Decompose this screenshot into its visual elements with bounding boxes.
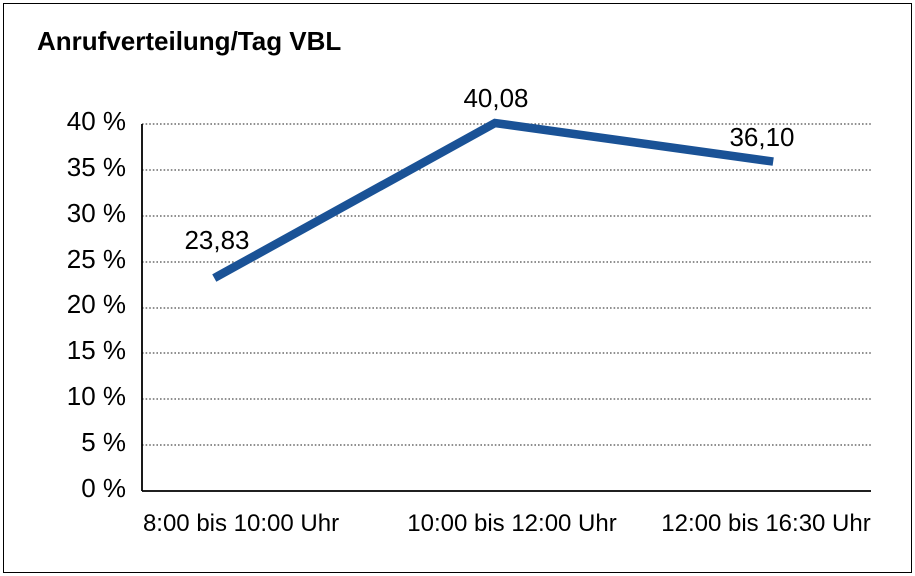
svg-text:20 %: 20 % [67,289,126,319]
svg-text:23,83: 23,83 [184,225,249,255]
svg-text:30 %: 30 % [67,198,126,228]
svg-text:10:00 bis 12:00 Uhr: 10:00 bis 12:00 Uhr [407,510,616,537]
svg-text:0 %: 0 % [81,473,126,503]
svg-text:10 %: 10 % [67,381,126,411]
svg-text:40,08: 40,08 [463,83,528,113]
svg-text:5 %: 5 % [81,427,126,457]
svg-text:12:00 bis 16:30 Uhr: 12:00 bis 16:30 Uhr [661,510,870,537]
svg-text:8:00 bis 10:00 Uhr: 8:00 bis 10:00 Uhr [143,510,339,537]
svg-text:35 %: 35 % [67,152,126,182]
svg-text:40 %: 40 % [67,106,126,136]
svg-text:25 %: 25 % [67,244,126,274]
svg-text:36,10: 36,10 [729,122,794,152]
svg-text:15 %: 15 % [67,335,126,365]
